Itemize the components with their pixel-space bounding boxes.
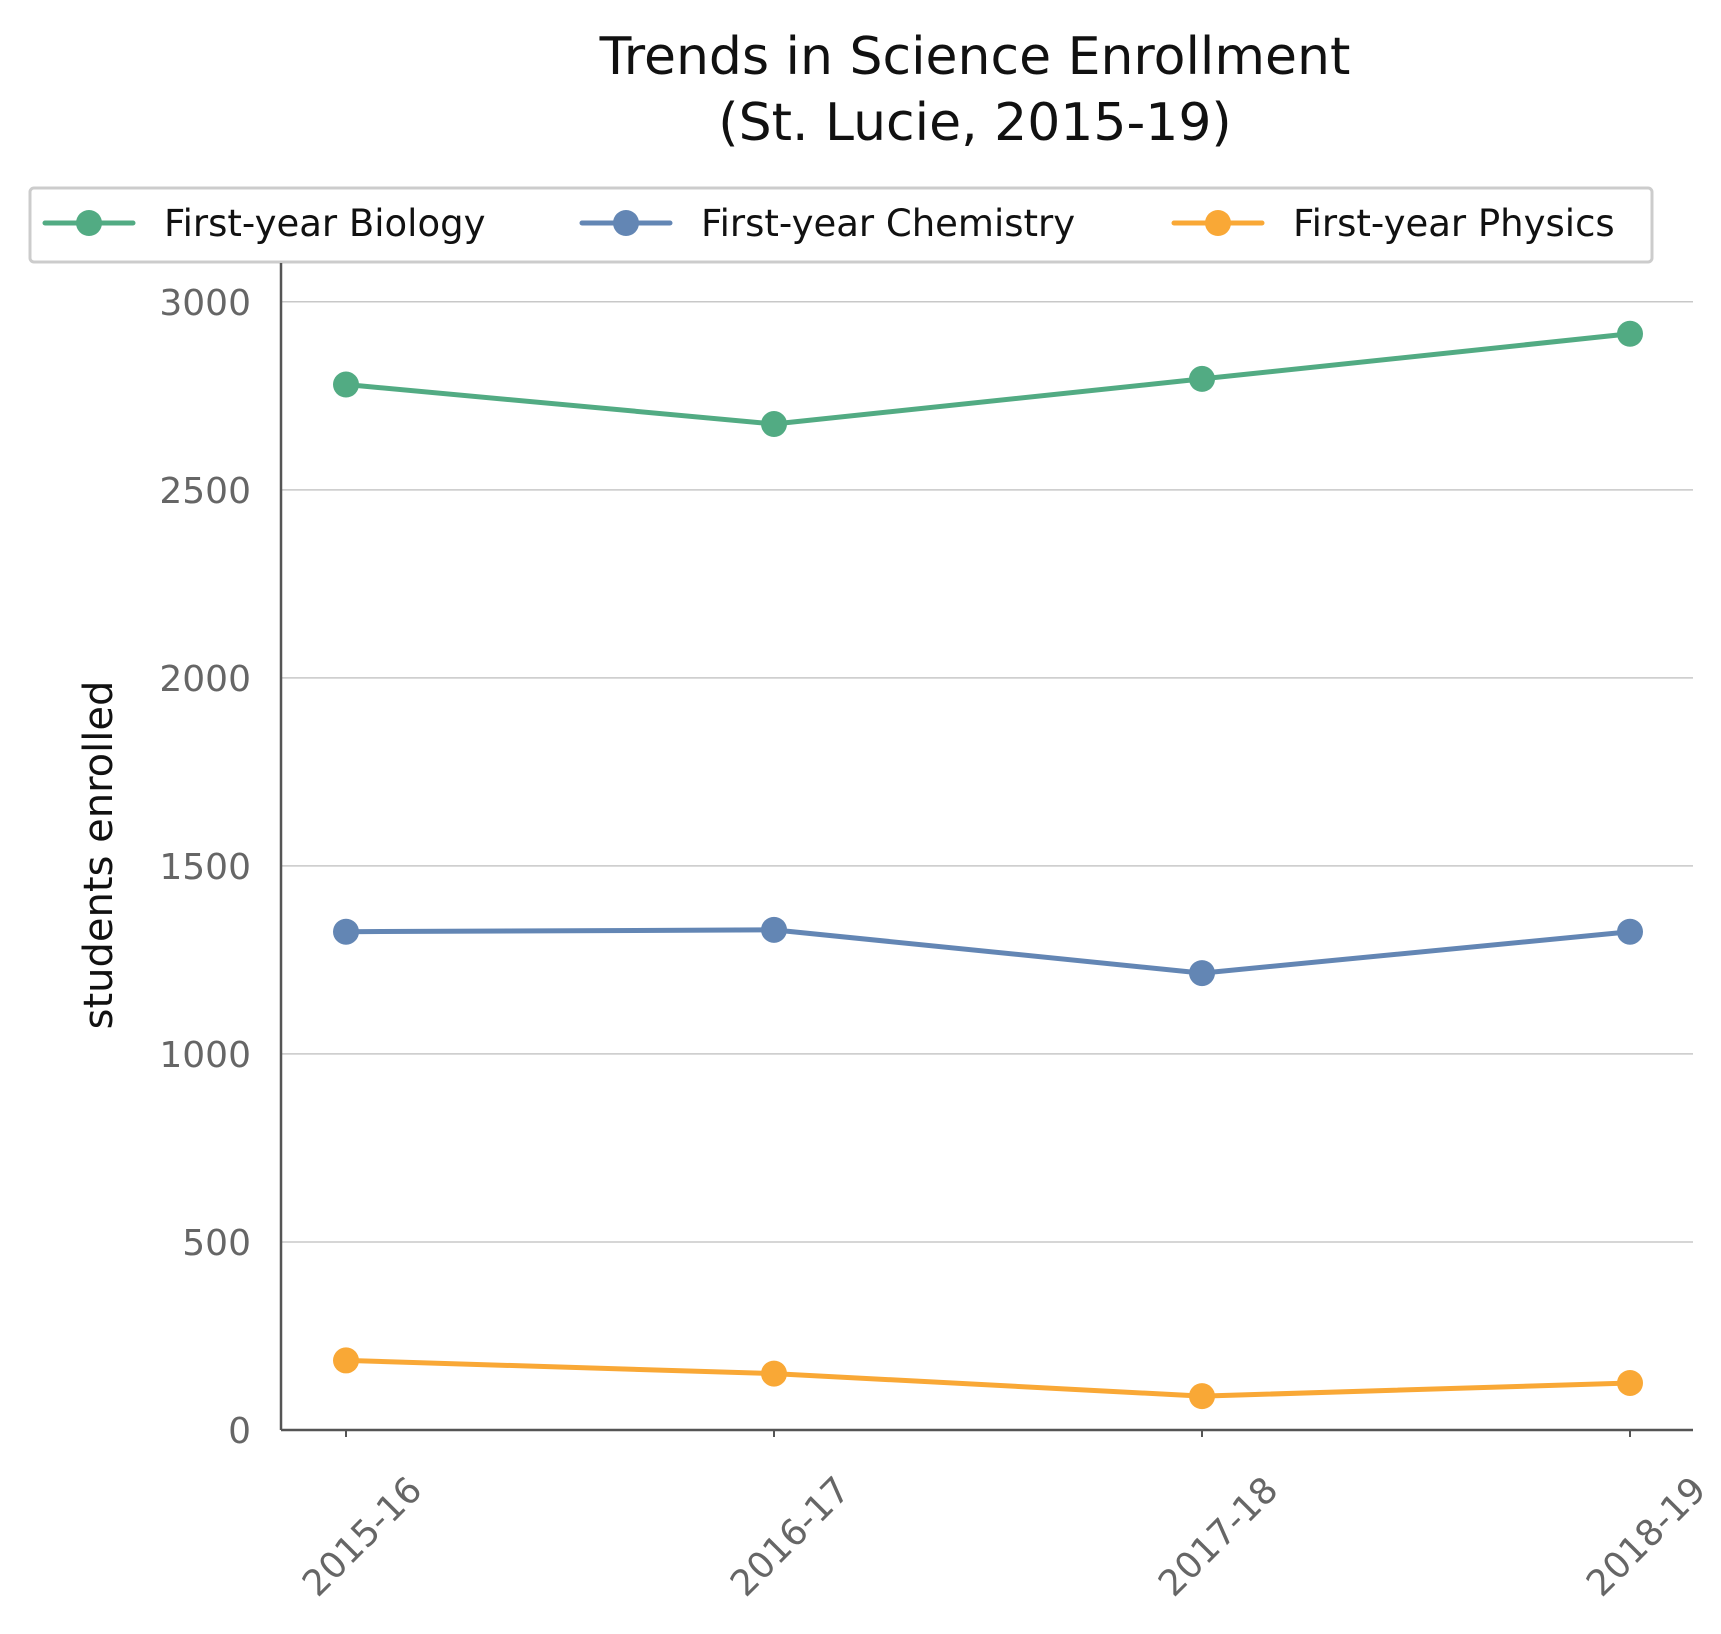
- legend-marker: [76, 210, 102, 236]
- legend-entry-2: First-year Physics: [1171, 202, 1615, 245]
- data-point: [761, 411, 787, 438]
- data-point: [333, 1347, 359, 1374]
- legend-label: First-year Physics: [1293, 202, 1615, 245]
- data-point: [1617, 1369, 1643, 1396]
- series-1: [333, 916, 1643, 987]
- y-tick-label: 1000: [159, 1035, 251, 1076]
- legend-marker: [1205, 210, 1231, 236]
- y-tick-label: 2000: [159, 659, 251, 700]
- data-point: [1617, 918, 1643, 945]
- data-point: [333, 918, 359, 945]
- y-axis-label: students enrolled: [76, 681, 122, 1030]
- y-tick-label: 3000: [159, 283, 251, 324]
- y-tick-label: 500: [182, 1223, 251, 1264]
- legend-label: First-year Biology: [164, 202, 485, 245]
- legend-entry-1: First-year Chemistry: [579, 202, 1075, 245]
- data-point: [1189, 1383, 1215, 1410]
- legend-box: [28, 186, 1654, 264]
- y-tick-label: 2500: [159, 471, 251, 512]
- axes: [279, 263, 1693, 1437]
- chart-subtitle: (St. Lucie, 2015-19): [718, 93, 1231, 153]
- x-tick-label: 2018-19: [1579, 1469, 1714, 1604]
- series: [333, 320, 1643, 1410]
- legend-label: First-year Chemistry: [701, 202, 1075, 245]
- x-tick-label: 2017-18: [1151, 1469, 1286, 1604]
- x-tick-label: 2016-17: [723, 1469, 858, 1604]
- data-point: [1189, 960, 1215, 987]
- chart-title: Trends in Science Enrollment (St. Lucie,…: [599, 27, 1351, 153]
- series-2: [333, 1347, 1643, 1410]
- data-point: [1189, 365, 1215, 392]
- legend-items: First-year Biology First-year Chemistry Fi…: [42, 202, 1615, 245]
- series-0: [333, 320, 1643, 438]
- data-point: [1617, 320, 1643, 347]
- y-tick-label: 0: [228, 1411, 251, 1452]
- legend-marker: [613, 210, 639, 236]
- grid: [281, 301, 1693, 1243]
- series-line: [343, 331, 1633, 427]
- series-line: [343, 927, 1633, 976]
- data-point: [761, 916, 787, 943]
- chart-title-line-1: Trends in Science Enrollment: [599, 27, 1351, 87]
- y-tick-label: 1500: [159, 847, 251, 888]
- legend-entry-0: First-year Biology: [42, 202, 485, 245]
- data-point: [333, 371, 359, 398]
- series-line: [343, 1357, 1633, 1399]
- legend: First-year Biology First-year Chemistry Fi…: [28, 186, 1654, 264]
- x-tick-label: 2015-16: [295, 1469, 430, 1604]
- data-point: [761, 1360, 787, 1387]
